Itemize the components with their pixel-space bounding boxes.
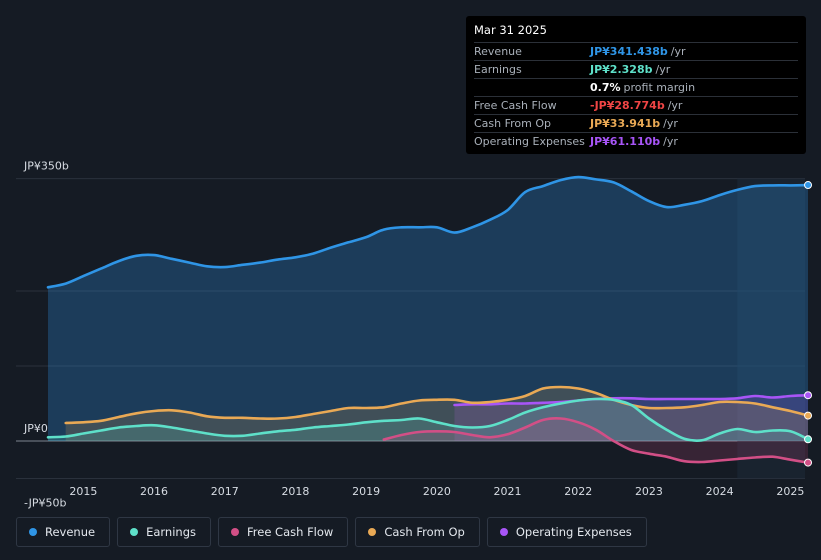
tooltip-label: Cash From Op [474,117,552,130]
chart-grid [16,178,805,479]
tooltip-unit: /yr [655,63,671,76]
tooltip-value: JP¥2.328b [590,63,653,76]
legend-item-operating-expenses[interactable]: Operating Expenses [486,517,647,547]
tooltip-unit: /yr [667,99,683,112]
forecast-region [737,178,805,479]
endpoint-revenue [804,181,813,190]
line-free-cash-flow [382,417,810,464]
x-tick-label: 2016 [140,485,168,498]
legend-item-free-cash-flow[interactable]: Free Cash Flow [218,517,349,547]
x-tick-label: 2018 [281,485,309,498]
endpoint-operating-expenses [804,391,813,400]
legend-dot-icon [499,528,508,536]
tooltip-label: Earnings [474,63,522,76]
legend: Revenue Earnings Free Cash Flow Cash Fro… [16,517,647,547]
tooltip-value: JP¥61.110b [590,135,661,148]
series-lines [46,175,810,464]
tooltip-row-profit-margin: 0.7% profit margin [474,78,798,96]
legend-item-revenue[interactable]: Revenue [16,517,111,547]
legend-label: Earnings [146,525,196,539]
area-cash-from-op [65,387,808,441]
legend-item-earnings[interactable]: Earnings [117,517,211,547]
x-tick-label: 2022 [564,485,592,498]
tooltip-unit: profit margin [623,81,696,94]
tooltip-value: 0.7% [590,81,621,94]
tooltip-row-cash-from-op: Cash From Op JP¥33.941b /yr [474,114,798,132]
legend-label: Revenue [45,525,96,539]
y-tick-label: JP¥0 [23,422,48,435]
tooltip-unit: /yr [663,135,678,148]
y-tick-label: JP¥350b [23,160,69,173]
legend-label: Operating Expenses [515,525,632,539]
series-endpoints [804,181,813,467]
area-earnings [48,398,808,441]
tooltip-date: Mar 31 2025 [474,23,547,37]
endpoint-earnings [804,435,813,444]
tooltip-label: Revenue [474,45,522,58]
tooltip-row-earnings: Earnings JP¥2.328b /yr [474,60,798,78]
legend-item-cash-from-op[interactable]: Cash From Op [355,517,480,547]
legend-dot-icon [29,528,37,536]
series-areas [48,177,808,463]
tooltip-unit: /yr [663,117,678,130]
y-tick-label: -JP¥50b [24,496,66,509]
x-tick-label: 2021 [494,485,522,498]
tooltip-value: -JP¥28.774b [590,99,665,112]
tooltip-row-operating-expenses: Operating Expenses JP¥61.110b /yr [474,132,798,150]
legend-dot-icon [231,528,239,536]
x-tick-label: 2019 [352,485,380,498]
y-axis: JP¥350b JP¥0 -JP¥50b [23,160,69,510]
tooltip-row-revenue: Revenue JP¥341.438b /yr [474,42,798,60]
x-axis: 2015 2016 2017 2018 2019 2020 2021 2022 2023 2024… [69,485,804,498]
tooltip-label: Operating Expenses [474,135,585,148]
line-cash-from-op [64,385,810,425]
x-tick-label: 2017 [211,485,239,498]
x-tick-label: 2025 [776,485,804,498]
forecast-shade [737,178,805,479]
legend-label: Cash From Op [384,525,465,539]
line-operating-expenses [453,393,810,407]
tooltip-label: Free Cash Flow [474,99,557,112]
area-free-cash-flow [383,418,808,463]
line-revenue [46,175,810,289]
endpoint-free-cash-flow [804,458,813,467]
legend-label: Free Cash Flow [247,525,334,539]
tooltip: Mar 31 2025 Revenue JP¥341.438b /yr Earn… [466,16,806,154]
tooltip-value: JP¥341.438b [590,45,668,58]
endpoint-cash-from-op [804,411,813,420]
x-tick-label: 2024 [706,485,734,498]
tooltip-unit: /yr [670,45,686,58]
line-earnings [46,397,810,442]
x-tick-label: 2015 [69,485,97,498]
legend-dot-icon [130,528,139,536]
legend-dot-icon [368,528,377,536]
tooltip-value: JP¥33.941b [590,117,661,130]
x-tick-label: 2020 [423,485,451,498]
x-tick-label: 2023 [635,485,663,498]
tooltip-row-free-cash-flow: Free Cash Flow -JP¥28.774b /yr [474,96,798,114]
area-revenue [48,177,808,441]
